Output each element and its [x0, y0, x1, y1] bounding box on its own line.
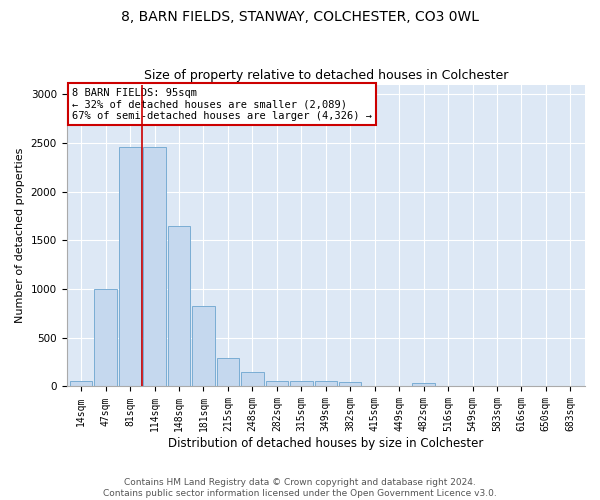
- Bar: [290, 381, 313, 386]
- Bar: [412, 382, 435, 386]
- Bar: [241, 372, 263, 386]
- Bar: [70, 381, 92, 386]
- Bar: [168, 226, 190, 386]
- Bar: [143, 147, 166, 386]
- Bar: [94, 289, 117, 386]
- X-axis label: Distribution of detached houses by size in Colchester: Distribution of detached houses by size …: [168, 437, 484, 450]
- Y-axis label: Number of detached properties: Number of detached properties: [15, 148, 25, 323]
- Text: Contains HM Land Registry data © Crown copyright and database right 2024.
Contai: Contains HM Land Registry data © Crown c…: [103, 478, 497, 498]
- Bar: [339, 382, 361, 386]
- Text: 8, BARN FIELDS, STANWAY, COLCHESTER, CO3 0WL: 8, BARN FIELDS, STANWAY, COLCHESTER, CO3…: [121, 10, 479, 24]
- Bar: [266, 381, 288, 386]
- Bar: [119, 147, 142, 386]
- Title: Size of property relative to detached houses in Colchester: Size of property relative to detached ho…: [143, 69, 508, 82]
- Bar: [192, 306, 215, 386]
- Bar: [314, 381, 337, 386]
- Text: 8 BARN FIELDS: 95sqm
← 32% of detached houses are smaller (2,089)
67% of semi-de: 8 BARN FIELDS: 95sqm ← 32% of detached h…: [72, 88, 372, 121]
- Bar: [217, 358, 239, 386]
